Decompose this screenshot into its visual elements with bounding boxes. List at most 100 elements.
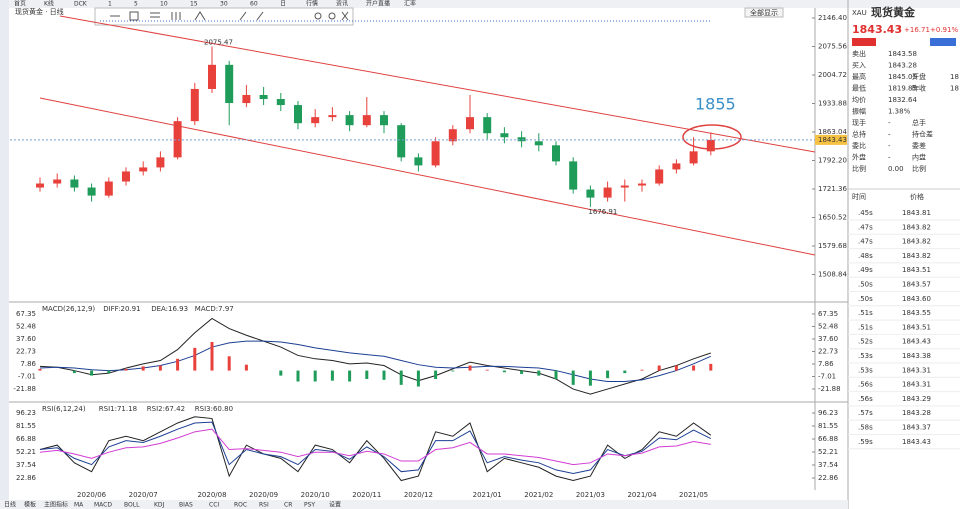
macd-bar [554,370,558,379]
menu-item[interactable]: 30 [220,1,228,8]
quote-label: 卖出 [852,49,866,58]
y-tick-label-left: 37.54 [16,461,37,469]
y-tick-label: 1863.04 [818,128,847,136]
sidebar-button[interactable] [852,38,876,46]
bottom-tab[interactable]: CCI [209,502,219,509]
trade-time: .49s [858,266,873,274]
macd-bar [72,370,76,374]
bottom-tab[interactable]: MA [74,502,84,509]
bottom-tab[interactable]: 日线 [4,501,16,509]
candle-body [569,161,578,190]
bottom-tab[interactable]: KDJ [154,502,165,509]
candle-body [706,139,715,152]
bottom-tab[interactable]: 模板 [24,501,36,509]
trade-time: .47s [858,238,873,246]
trade-header: 时间 [852,192,866,201]
y-tick-label: 1721.36 [818,185,847,193]
indicator-line [39,428,711,466]
y-tick-label-left: 81.55 [16,422,36,430]
bottom-tab[interactable]: MACD [94,502,112,509]
menu-item[interactable]: 1 [108,1,112,8]
quote-value: 1843.28 [888,62,917,70]
y-tick-label-left: -21.88 [13,385,36,393]
sidebar-button[interactable] [930,38,956,46]
drawing-toolbar[interactable] [94,7,354,26]
menu-item[interactable]: K线 [44,0,54,8]
macd-bar [588,370,592,386]
trade-time: .45s [858,209,873,217]
quote-label: 持仓差 [912,130,933,139]
macd-bar [210,341,214,371]
legend-entry: RSI3:60.80 [195,405,233,413]
macd-bar [90,370,94,376]
bottom-tab[interactable]: BOLL [124,502,140,509]
trade-price: 1843.31 [902,366,931,374]
low-label: 1676.91 [588,208,617,216]
candle-body [689,151,698,164]
candle-body [466,117,474,130]
y-tick-label: 22.73 [818,347,838,355]
menu-item[interactable]: 15 [190,1,198,8]
trade-time: .52s [858,338,873,346]
quote-change: +16.71 [904,26,930,34]
quote-label: 内盘 [912,153,926,162]
quote-label: 总持 [852,130,866,139]
menu-item[interactable]: 首页 [14,0,26,8]
menu-item[interactable]: 汇率 [404,0,416,8]
candle-body [380,115,388,126]
macd-bar [313,370,317,382]
macd-bar [244,364,248,371]
macd-bar [537,370,541,376]
last-price-label: 1843.43 [818,136,847,144]
menu-item[interactable]: 日 [280,1,286,8]
candle-body [448,129,457,142]
trade-time: .47s [858,223,873,231]
trade-price: 1843.29 [902,395,931,403]
candle-body [87,187,96,196]
quote-value: 1832.64 [888,96,917,104]
bottom-tab[interactable]: 设置 [329,501,341,509]
y-tick-label-left: 66.88 [16,435,36,443]
menu-item[interactable]: 5 [134,1,138,8]
bottom-tab[interactable]: CR [284,502,292,509]
macd-bar [330,370,334,381]
bottom-tab[interactable]: 主图指标 [44,501,68,509]
macd-bar [176,358,180,371]
quote-price: 1843.43 [852,23,902,36]
candle-body [483,117,492,134]
menu-item[interactable]: DCK [74,1,88,8]
macd-bar [107,370,111,374]
legend-entry: RSI2:67.42 [147,405,185,413]
bottom-tab[interactable]: PSY [304,502,315,509]
menu-item[interactable]: 资讯 [336,0,348,8]
bottom-tab[interactable]: BIAS [179,502,193,509]
quote-value: - [888,119,891,127]
bottom-tab[interactable]: RSI [259,502,269,509]
trade-price: 1843.82 [902,252,931,260]
quote-label: 开盘 [912,72,926,81]
toggle-button[interactable] [744,7,784,18]
trade-price: 1843.37 [902,424,931,432]
menu-item[interactable]: 开户直播 [366,0,390,8]
candle-body [70,179,79,188]
x-tick-label: 2021/02 [524,491,553,499]
candle-body [552,145,560,162]
menu-item[interactable]: 10 [160,1,168,8]
candle-body [500,133,509,138]
macd-bar [520,370,524,374]
x-tick-label: 2020/07 [129,491,158,499]
bottom-tab[interactable]: ROC [234,502,247,509]
trade-time: .53s [858,366,873,374]
menu-item[interactable]: 60 [250,1,258,8]
symbol-name: 现货黄金 [871,5,916,19]
menu-item[interactable]: 行情 [306,0,318,8]
y-tick-label: 52.48 [818,322,838,330]
indicator-line [39,416,712,482]
trade-header: 价格 [910,192,924,201]
macd-bar [38,368,42,371]
candle-body [173,121,182,158]
y-tick-label: 37.54 [818,461,839,469]
trade-time: .50s [858,295,873,303]
y-tick-label: 1933.88 [818,100,847,108]
